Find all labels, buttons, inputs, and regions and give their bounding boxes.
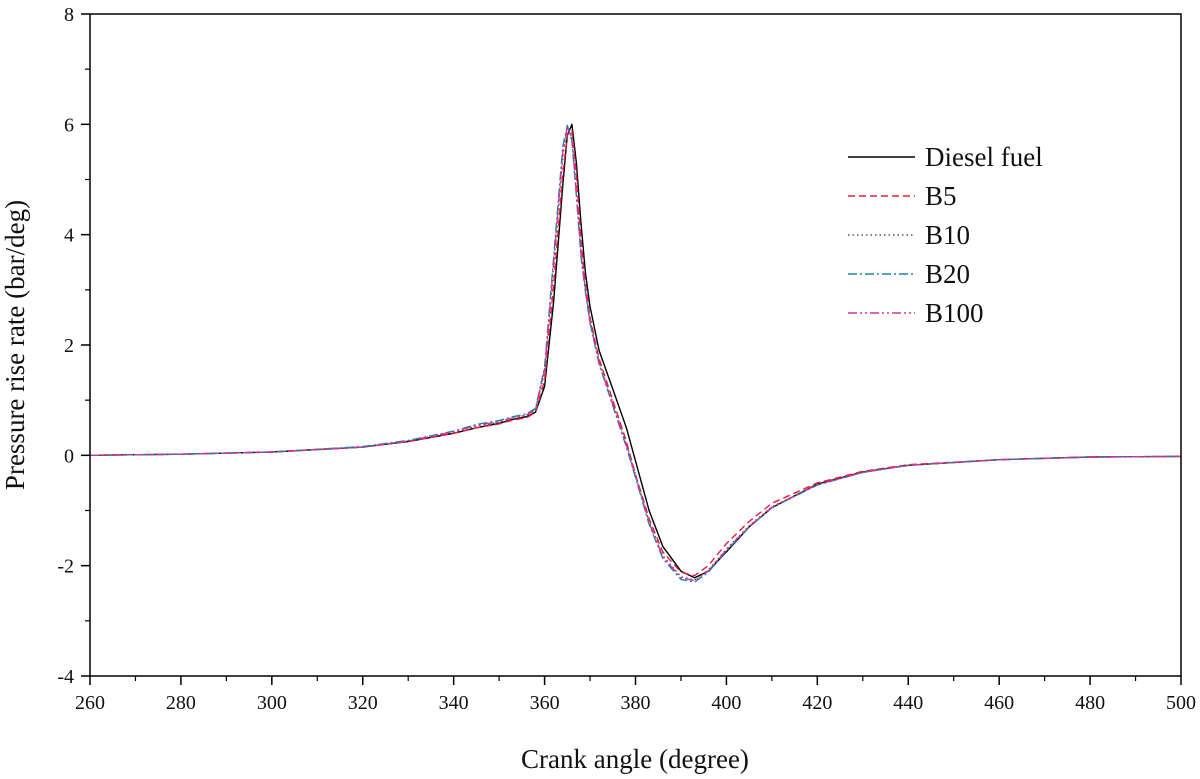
x-axis-ticks: 260 280 300 320 340 360 380 400 420 440 460 480 500 [75, 676, 1196, 714]
x-tick-label: 280 [166, 692, 196, 714]
plot-frame [89, 13, 1182, 677]
y-axis-title: Pressure rise rate (bar/deg) [0, 200, 30, 490]
y-tick-label: 2 [64, 335, 74, 357]
y-tick-label: 0 [64, 445, 74, 467]
legend-label: Diesel fuel [925, 142, 1043, 172]
x-tick-label: 420 [802, 692, 832, 714]
x-tick-label: 460 [984, 692, 1014, 714]
legend-label: B20 [925, 259, 970, 289]
legend-label: B5 [925, 181, 957, 211]
series-line [89, 126, 1182, 581]
legend-label: B10 [925, 220, 970, 250]
legend-label: B100 [925, 298, 984, 328]
series-line [89, 126, 1182, 582]
x-tick-label: 480 [1075, 692, 1105, 714]
x-axis-title: Crank angle (degree) [521, 744, 749, 774]
plot-lines [89, 123, 1182, 583]
x-tick-label: 260 [75, 692, 105, 714]
x-tick-label: 400 [711, 692, 741, 714]
y-tick-label: -4 [57, 666, 74, 688]
y-tick-label: 8 [64, 4, 74, 26]
y-tick-label: 4 [64, 225, 74, 247]
x-tick-label: 300 [257, 692, 287, 714]
y-tick-label: -2 [57, 556, 74, 578]
legend: Diesel fuel B5 B10 B20 B100 [848, 142, 1043, 328]
series-line [89, 124, 1182, 583]
x-tick-label: 380 [621, 692, 651, 714]
x-tick-label: 360 [530, 692, 560, 714]
series-line [89, 123, 1182, 579]
y-axis-ticks: -4 -2 0 2 4 6 8 [57, 4, 90, 688]
x-tick-label: 340 [439, 692, 469, 714]
x-tick-label: 320 [348, 692, 378, 714]
series-line [89, 129, 1182, 577]
x-tick-label: 440 [893, 692, 923, 714]
x-tick-label: 500 [1166, 692, 1196, 714]
y-tick-label: 6 [64, 114, 74, 136]
